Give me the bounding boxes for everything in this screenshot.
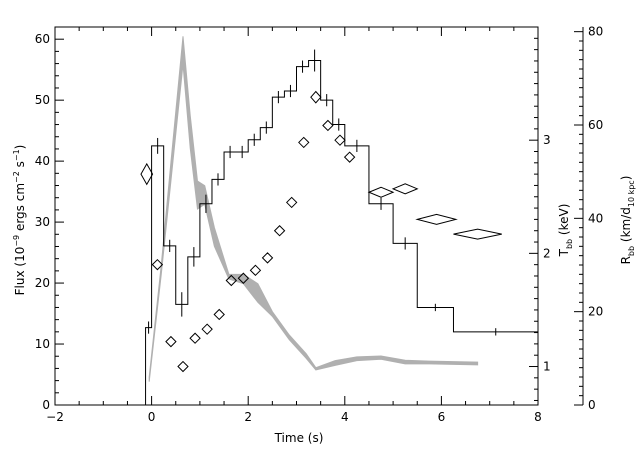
radius-band-area	[148, 36, 479, 382]
temperature-axis-label: Tbb (keV)	[557, 204, 574, 258]
x-tick-label: 0	[148, 410, 156, 424]
temperature-point	[189, 332, 201, 344]
y-tick-label: 20	[35, 276, 50, 290]
y-tick-label: 10	[35, 337, 50, 351]
radius-tick-label: 0	[588, 398, 596, 412]
radius-axis-label: Rbb (km/d10 kpc)	[619, 176, 636, 265]
temperature-point	[367, 186, 395, 198]
temperature-point	[285, 196, 298, 209]
x-tick-label: 6	[438, 410, 446, 424]
temperature-point	[151, 258, 164, 271]
radius-tick-label: 60	[588, 118, 603, 132]
temperature-point	[453, 228, 502, 240]
radius-band	[148, 36, 479, 382]
temperature-point	[415, 213, 458, 225]
x-axis-label: Time (s)	[274, 431, 324, 445]
flux-histogram	[145, 49, 538, 405]
temperature-point	[201, 323, 213, 335]
radius-tick-label: 80	[588, 25, 603, 39]
x-tick-label: 4	[341, 410, 349, 424]
temperature-point	[322, 119, 334, 132]
temperature-point	[334, 134, 346, 146]
x-tick-label: −2	[46, 410, 64, 424]
radius-tick-label: 40	[588, 211, 603, 225]
temperature-tick-label: 3	[543, 133, 551, 147]
temperature-point	[237, 272, 250, 284]
x-tick-label: 8	[534, 410, 542, 424]
temperature-point	[310, 90, 322, 104]
x-tick-label: 2	[244, 410, 252, 424]
temperature-point	[213, 308, 225, 321]
temperature-point	[261, 252, 274, 264]
flux-line	[145, 60, 538, 405]
y-tick-label: 40	[35, 154, 50, 168]
temperature-point	[177, 360, 189, 373]
temperature-point	[391, 183, 419, 195]
temperature-point	[140, 162, 154, 186]
y-tick-label: 60	[35, 32, 50, 46]
temperature-point	[343, 151, 356, 163]
temperature-tick-label: 1	[543, 360, 551, 374]
temperature-point	[273, 225, 286, 237]
temperature-tick-label: 2	[543, 246, 551, 260]
temperature-point	[298, 136, 310, 149]
temperature-point	[225, 274, 238, 287]
temperature-points	[140, 90, 502, 373]
y-axis-label: Flux (10−9 ergs cm−2 s−1)	[12, 145, 27, 296]
y-tick-label: 50	[35, 93, 50, 107]
radius-tick-label: 20	[588, 305, 603, 319]
y-tick-label: 30	[35, 215, 50, 229]
temperature-point	[165, 335, 177, 348]
temperature-point	[249, 264, 262, 277]
y-tick-label: 0	[42, 398, 50, 412]
